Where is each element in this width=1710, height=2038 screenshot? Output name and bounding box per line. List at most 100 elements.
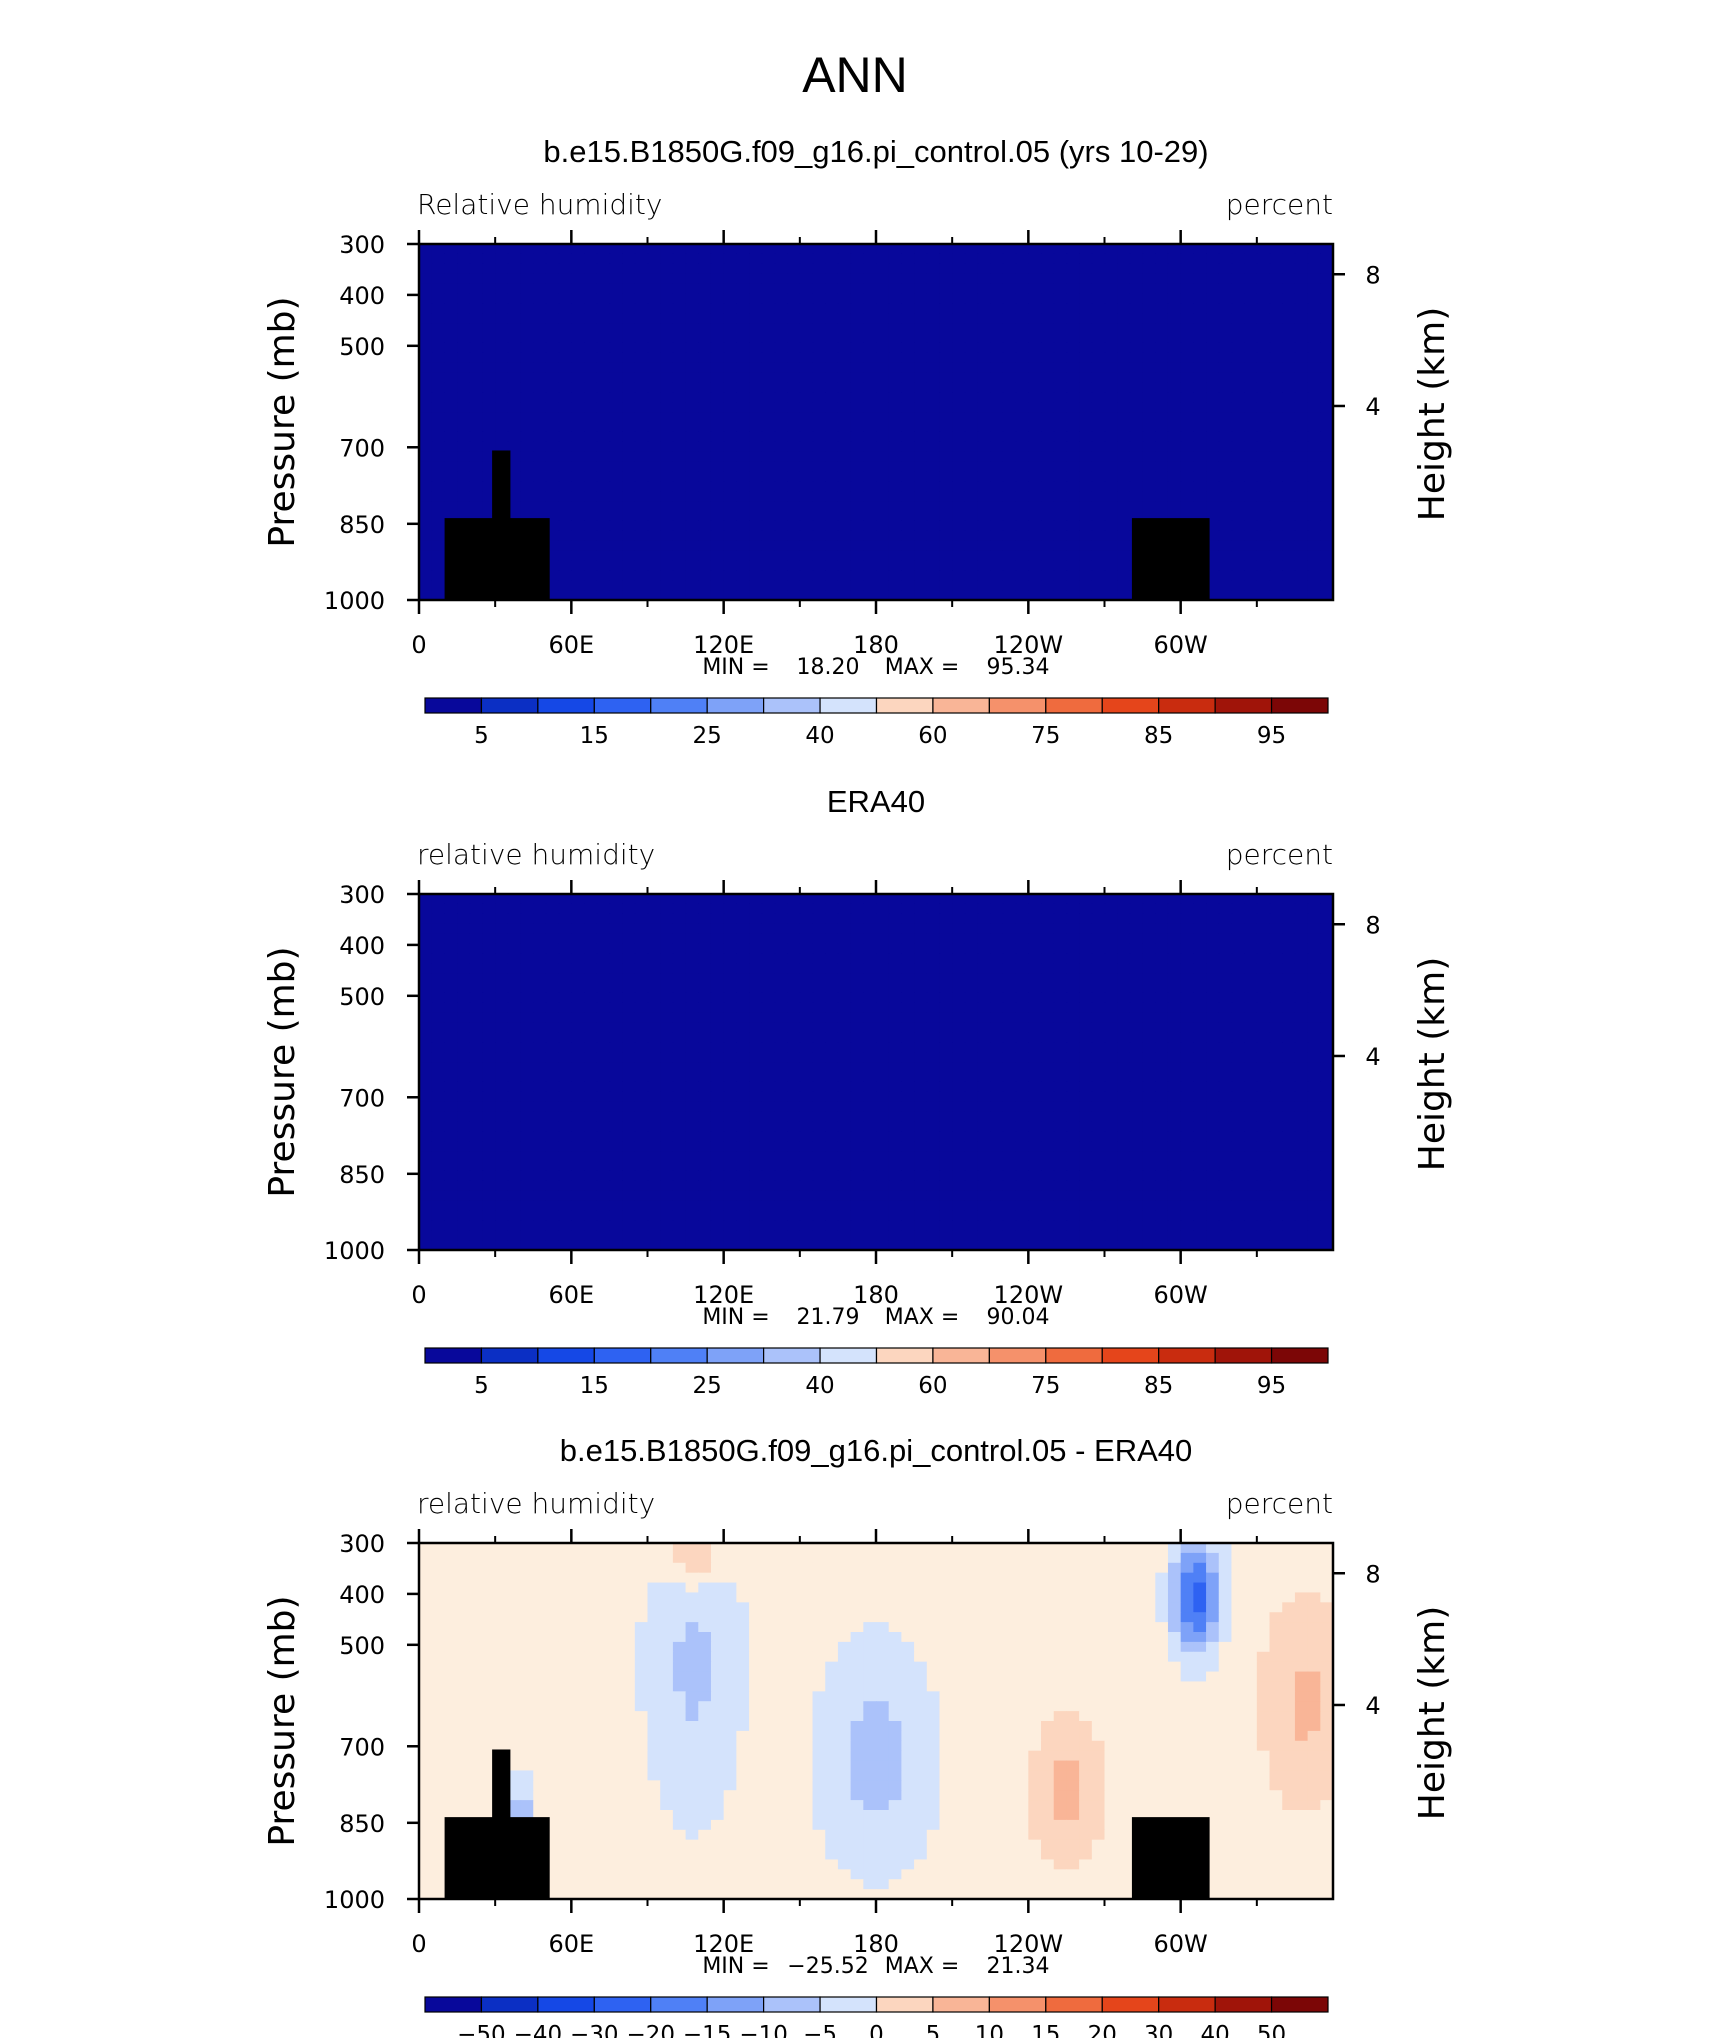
field-cell (444, 1052, 458, 1063)
field-cell (1028, 491, 1042, 502)
field-cell (431, 451, 445, 463)
field-cell (901, 570, 915, 581)
field-cell (1218, 923, 1233, 935)
field-cell (990, 372, 1004, 384)
field-cell (964, 372, 979, 384)
field-cell (507, 431, 522, 443)
field-cell (952, 1081, 966, 1093)
field-cell (698, 1062, 712, 1073)
field-cell (1294, 913, 1309, 925)
field-cell (469, 283, 484, 295)
field-cell (736, 1062, 750, 1073)
field-cell (1142, 471, 1156, 482)
field-cell (482, 903, 496, 915)
field-cell (1218, 903, 1233, 915)
field-cell (1091, 1052, 1106, 1063)
field-cell (1155, 323, 1169, 334)
field-cell (749, 550, 763, 562)
field-cell (1294, 451, 1309, 463)
field-cell (710, 362, 725, 374)
field-cell (723, 963, 737, 974)
field-cell (774, 481, 788, 492)
field-cell (1244, 1052, 1258, 1063)
field-cell (825, 1012, 839, 1024)
field-cell (469, 1052, 484, 1063)
field-cell (1079, 263, 1093, 275)
field-cell (469, 992, 484, 1004)
field-cell (812, 1131, 826, 1142)
field-cell (419, 293, 433, 304)
field-cell (1307, 283, 1321, 295)
field-cell (837, 570, 852, 581)
field-cell (1218, 1161, 1233, 1172)
field-cell (876, 1151, 890, 1162)
field-cell (1167, 913, 1182, 925)
field-cell (1206, 1101, 1220, 1113)
field-cell (787, 1062, 801, 1073)
field-cell (584, 1190, 598, 1202)
field-cell (850, 530, 864, 542)
field-cell (1167, 422, 1182, 433)
field-cell (787, 1121, 801, 1132)
field-cell (901, 352, 915, 364)
field-cell (723, 1151, 737, 1162)
field-cell (1180, 913, 1194, 925)
field-cell (1294, 422, 1309, 433)
field-cell (457, 323, 471, 334)
field-cell (507, 953, 522, 964)
field-cell (698, 372, 712, 384)
field-cell (952, 983, 966, 994)
field-cell (850, 1052, 864, 1063)
field-cell (672, 560, 687, 571)
field-cell (571, 963, 585, 974)
field-cell (761, 342, 776, 354)
field-cell (1015, 263, 1029, 275)
field-cell (1231, 1161, 1245, 1172)
field-cell (876, 590, 890, 601)
field-cell (571, 1151, 585, 1162)
field-cell (761, 1170, 776, 1182)
field-cell (660, 540, 674, 552)
field-cell (1193, 1121, 1207, 1132)
field-cell (584, 1002, 598, 1014)
field-cell (723, 471, 737, 482)
field-cell (571, 530, 585, 542)
field-cell (1294, 273, 1309, 285)
field-cell (482, 1022, 496, 1034)
field-cell (761, 501, 776, 512)
field-cell (431, 923, 445, 935)
field-cell (1053, 992, 1068, 1004)
field-cell (1282, 342, 1296, 354)
field-cell (1015, 590, 1029, 601)
field-cell (1307, 362, 1321, 374)
field-cell (1142, 973, 1156, 984)
field-cell (685, 953, 699, 964)
field-cell (825, 491, 839, 502)
field-cell (939, 501, 953, 512)
field-cell (584, 491, 598, 502)
field-cell (520, 431, 534, 443)
field-cell (1256, 923, 1271, 935)
field-cell (596, 1042, 611, 1053)
field-cell (774, 570, 788, 581)
field-cell (1294, 963, 1309, 974)
field-cell (837, 402, 852, 413)
field-cell (736, 520, 750, 532)
field-cell (825, 570, 839, 581)
field-cell (952, 461, 966, 473)
field-cell (1155, 1081, 1169, 1093)
field-cell (901, 362, 915, 374)
field-cell (1307, 1101, 1321, 1113)
field-cell (1002, 580, 1017, 591)
field-cell (761, 461, 776, 473)
field-cell (1307, 1170, 1321, 1182)
field-cell (507, 244, 522, 255)
field-cell (545, 511, 560, 522)
field-cell (825, 323, 839, 334)
field-cell (1066, 273, 1080, 285)
field-cell (1282, 372, 1296, 384)
field-cell (1282, 992, 1296, 1004)
field-cell (939, 590, 953, 601)
field-cell (507, 481, 522, 492)
field-cell (1015, 1062, 1029, 1073)
